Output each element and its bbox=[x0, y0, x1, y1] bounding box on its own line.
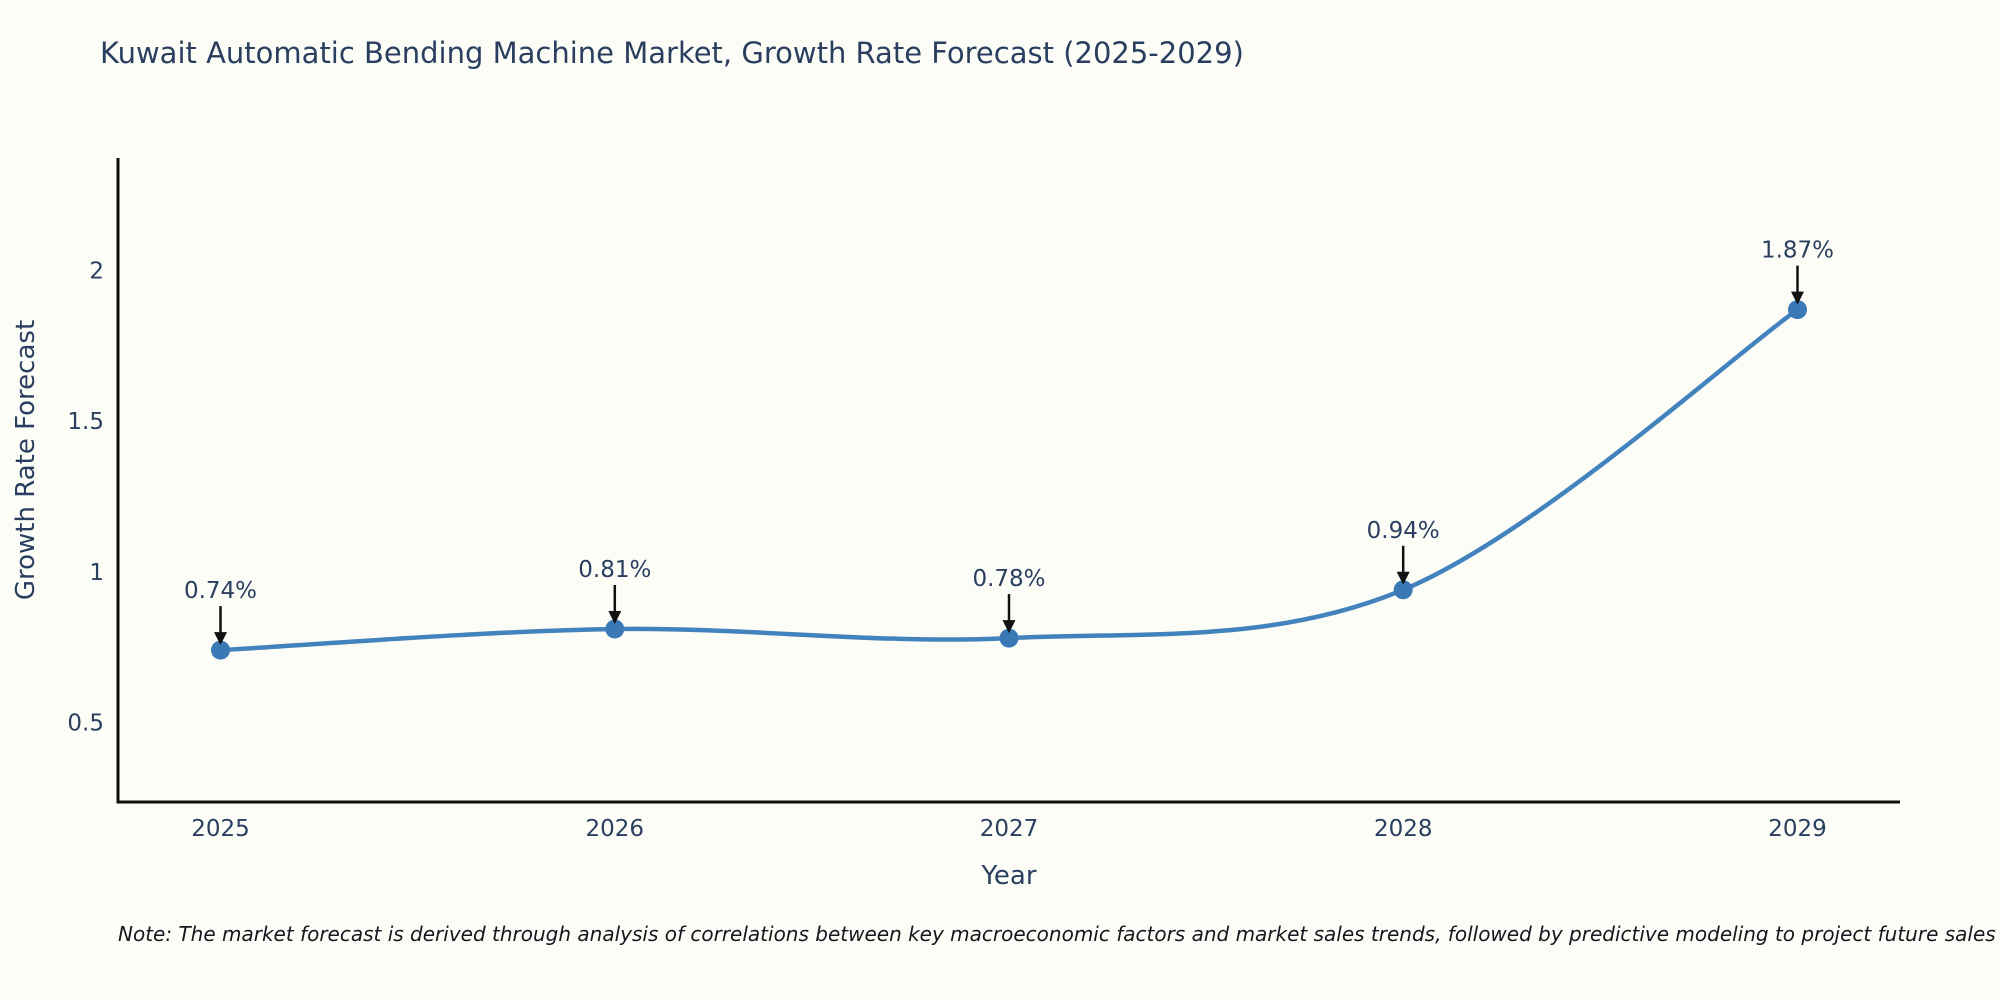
footnote: Note: The market forecast is derived thr… bbox=[118, 922, 1996, 946]
y-tick-label: 0.5 bbox=[67, 710, 104, 736]
forecast-line bbox=[218, 307, 1800, 653]
data-point-label: 0.74% bbox=[184, 578, 257, 604]
x-tick-label: 2027 bbox=[980, 816, 1039, 842]
annotation-arrowhead-icon bbox=[608, 611, 622, 624]
y-axis-title: Growth Rate Forecast bbox=[11, 319, 41, 601]
data-point-marker bbox=[1788, 300, 1807, 320]
data-point-marker bbox=[605, 619, 625, 639]
data-point-label: 0.94% bbox=[1367, 518, 1440, 544]
annotation-arrowhead-icon bbox=[214, 632, 227, 646]
y-tick-label: 1.5 bbox=[67, 409, 104, 435]
y-tick-label: 1 bbox=[89, 560, 104, 586]
chart-title: Kuwait Automatic Bending Machine Market,… bbox=[100, 36, 1244, 70]
x-tick-label: 2028 bbox=[1374, 816, 1433, 842]
x-tick-label: 2025 bbox=[191, 816, 250, 842]
annotation-arrowhead-icon bbox=[1002, 620, 1016, 634]
data-point-label: 1.87% bbox=[1761, 238, 1834, 264]
data-point-marker bbox=[999, 628, 1019, 648]
x-tick-label: 2026 bbox=[585, 816, 644, 842]
data-point-marker bbox=[211, 640, 230, 660]
data-point-label: 0.81% bbox=[578, 557, 651, 583]
x-tick-label: 2029 bbox=[1768, 816, 1827, 842]
data-point-label: 0.78% bbox=[972, 566, 1045, 592]
y-tick-label: 2 bbox=[89, 258, 104, 284]
annotation-arrowhead-icon bbox=[1791, 291, 1804, 305]
data-point-marker bbox=[1393, 580, 1413, 600]
annotation-arrowhead-icon bbox=[1396, 571, 1410, 585]
x-axis-title: Year bbox=[981, 861, 1037, 891]
